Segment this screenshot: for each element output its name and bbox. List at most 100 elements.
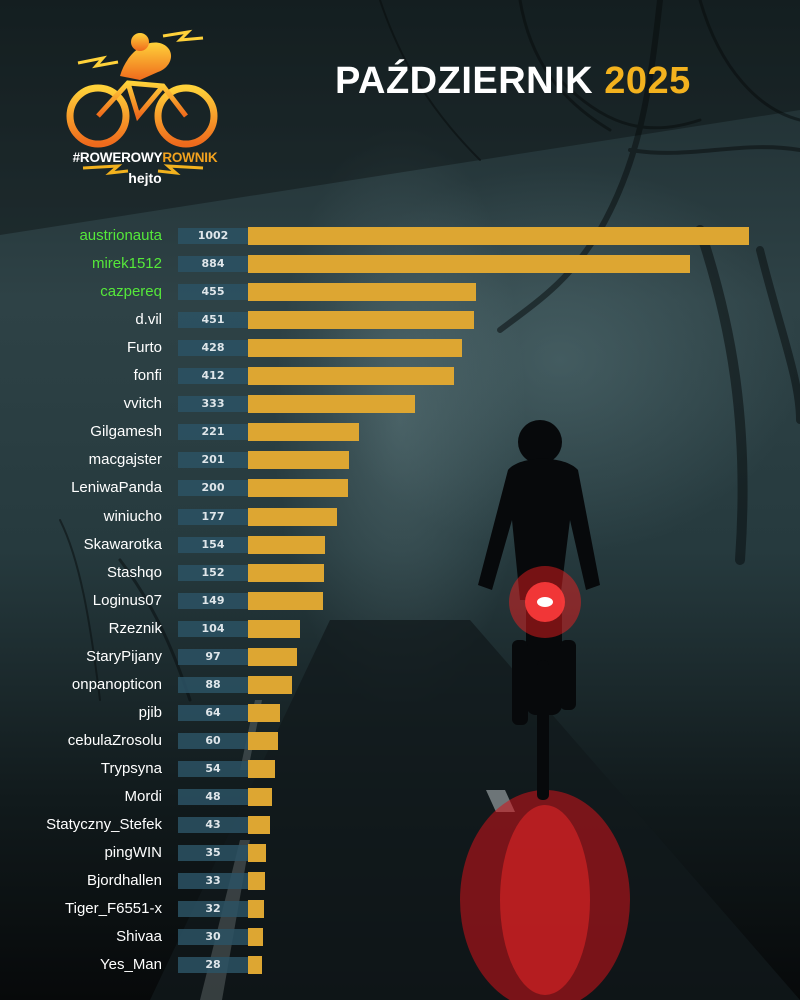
distance-bar bbox=[248, 367, 454, 386]
rider-name: cazpereq bbox=[100, 283, 162, 301]
distance-value-label: 33 bbox=[178, 873, 248, 890]
rider-name: LeniwaPanda bbox=[71, 479, 162, 497]
distance-bar bbox=[248, 451, 349, 470]
distance-bar bbox=[248, 339, 462, 358]
distance-value-label: 104 bbox=[178, 620, 248, 637]
road-surface bbox=[150, 620, 800, 1000]
red-light-reflection bbox=[460, 790, 630, 1000]
ranking-row: austrionauta 1002 bbox=[0, 225, 800, 247]
rider-name: Skawarotka bbox=[83, 535, 162, 553]
ranking-row: pjib 64 bbox=[0, 702, 800, 724]
logo-hashtag-suffix: ROWNIK bbox=[162, 150, 218, 165]
distance-value-label: 54 bbox=[178, 760, 248, 777]
distance-value-label: 48 bbox=[178, 789, 248, 805]
distance-bar bbox=[248, 591, 323, 610]
distance-value-label: 32 bbox=[178, 901, 248, 918]
logo-hashtag-prefix: #ROWEROWY bbox=[72, 150, 163, 165]
ranking-row: Rzeznik 104 bbox=[0, 618, 800, 640]
ranking-row: Yes_Man 28 bbox=[0, 954, 800, 976]
rider-name: cebulaZrosolu bbox=[67, 731, 162, 749]
distance-value-label: 88 bbox=[178, 676, 248, 693]
ranking-row: cazpereq 455 bbox=[0, 281, 800, 303]
distance-value-label: 28 bbox=[178, 957, 248, 974]
ranking-row: Loginus07 149 bbox=[0, 590, 800, 612]
distance-bar bbox=[248, 844, 266, 863]
ranking-row: Stashqo 152 bbox=[0, 562, 800, 584]
rider-name: Gilgamesh bbox=[90, 423, 162, 441]
rider-name: vvitch bbox=[123, 395, 162, 413]
rider-name: macgajster bbox=[88, 451, 162, 469]
rider-name: Statyczny_Stefek bbox=[46, 816, 162, 834]
rider-name: Trypsyna bbox=[100, 759, 162, 777]
rider-name: Rzeznik bbox=[108, 619, 162, 637]
distance-bar bbox=[248, 900, 264, 919]
distance-bar bbox=[248, 535, 325, 554]
distance-value-label: 221 bbox=[178, 424, 248, 441]
rider-name: pjib bbox=[138, 703, 162, 721]
distance-value-label: 35 bbox=[178, 845, 248, 862]
distance-bar bbox=[248, 227, 749, 245]
rider-name: Loginus07 bbox=[92, 591, 162, 609]
ranking-row: winiucho 177 bbox=[0, 506, 800, 528]
ranking-row: Shivaa 30 bbox=[0, 926, 800, 948]
distance-value-label: 884 bbox=[178, 256, 248, 273]
tree-silhouettes-icon bbox=[59, 0, 800, 702]
rowerowy-rownik-logo bbox=[66, 29, 218, 176]
ranking-row: Mordi 48 bbox=[0, 786, 800, 808]
distance-bar bbox=[248, 311, 474, 330]
page-title: PAŹDZIERNIK 2025 bbox=[335, 60, 691, 103]
rider-name: winiucho bbox=[103, 507, 162, 525]
distance-value-label: 64 bbox=[178, 704, 248, 721]
distance-bar bbox=[248, 788, 272, 806]
ranking-row: StaryPijany 97 bbox=[0, 646, 800, 668]
ranking-row: fonfi 412 bbox=[0, 365, 800, 387]
distance-bar bbox=[248, 479, 348, 498]
rider-name: Stashqo bbox=[106, 563, 162, 581]
rider-name: Shivaa bbox=[116, 928, 162, 946]
rider-name: fonfi bbox=[133, 367, 162, 385]
distance-value-label: 455 bbox=[178, 284, 248, 301]
rider-name: d.vil bbox=[135, 311, 162, 329]
ranking-row: cebulaZrosolu 60 bbox=[0, 730, 800, 752]
rider-name: pingWIN bbox=[104, 844, 162, 862]
distance-bar bbox=[248, 283, 476, 302]
title-year: 2025 bbox=[604, 60, 691, 102]
ranking-row: Trypsyna 54 bbox=[0, 758, 800, 780]
distance-bar bbox=[248, 507, 337, 526]
ranking-row: Bjordhallen 33 bbox=[0, 870, 800, 892]
distance-bar bbox=[248, 703, 280, 722]
logo-hashtag: #ROWEROWYROWNIK bbox=[70, 150, 220, 165]
distance-value-label: 60 bbox=[178, 732, 248, 749]
hejto-brand: hejto bbox=[128, 170, 162, 186]
distance-value-label: 97 bbox=[178, 648, 248, 665]
rider-name: Furto bbox=[126, 339, 162, 357]
distance-bar bbox=[248, 255, 690, 274]
ranking-row: onpanopticon 88 bbox=[0, 674, 800, 696]
rider-name: Mordi bbox=[124, 788, 162, 805]
title-month: PAŹDZIERNIK bbox=[335, 60, 594, 102]
ranking-row: Skawarotka 154 bbox=[0, 534, 800, 556]
rider-name: Tiger_F6551-x bbox=[65, 900, 162, 918]
distance-value-label: 177 bbox=[178, 508, 248, 525]
rider-name: Bjordhallen bbox=[86, 872, 162, 890]
distance-bar bbox=[248, 872, 265, 891]
distance-value-label: 201 bbox=[178, 452, 248, 469]
distance-value-label: 149 bbox=[178, 592, 248, 609]
ranking-row: Gilgamesh 221 bbox=[0, 421, 800, 443]
rider-name: Yes_Man bbox=[100, 956, 162, 974]
distance-value-label: 152 bbox=[178, 564, 248, 581]
cyclist-silhouette bbox=[478, 420, 600, 800]
ranking-row: vvitch 333 bbox=[0, 393, 800, 415]
distance-value-label: 154 bbox=[178, 536, 248, 553]
distance-bar bbox=[248, 423, 359, 442]
ranking-row: pingWIN 35 bbox=[0, 842, 800, 864]
ranking-row: mirek1512 884 bbox=[0, 253, 800, 275]
distance-bar bbox=[248, 759, 275, 778]
distance-bar bbox=[248, 619, 300, 638]
distance-bar bbox=[248, 563, 324, 582]
rider-name: StaryPijany bbox=[86, 647, 162, 665]
rider-name: austrionauta bbox=[79, 227, 162, 244]
distance-bar bbox=[248, 675, 292, 694]
ranking-row: Furto 428 bbox=[0, 337, 800, 359]
